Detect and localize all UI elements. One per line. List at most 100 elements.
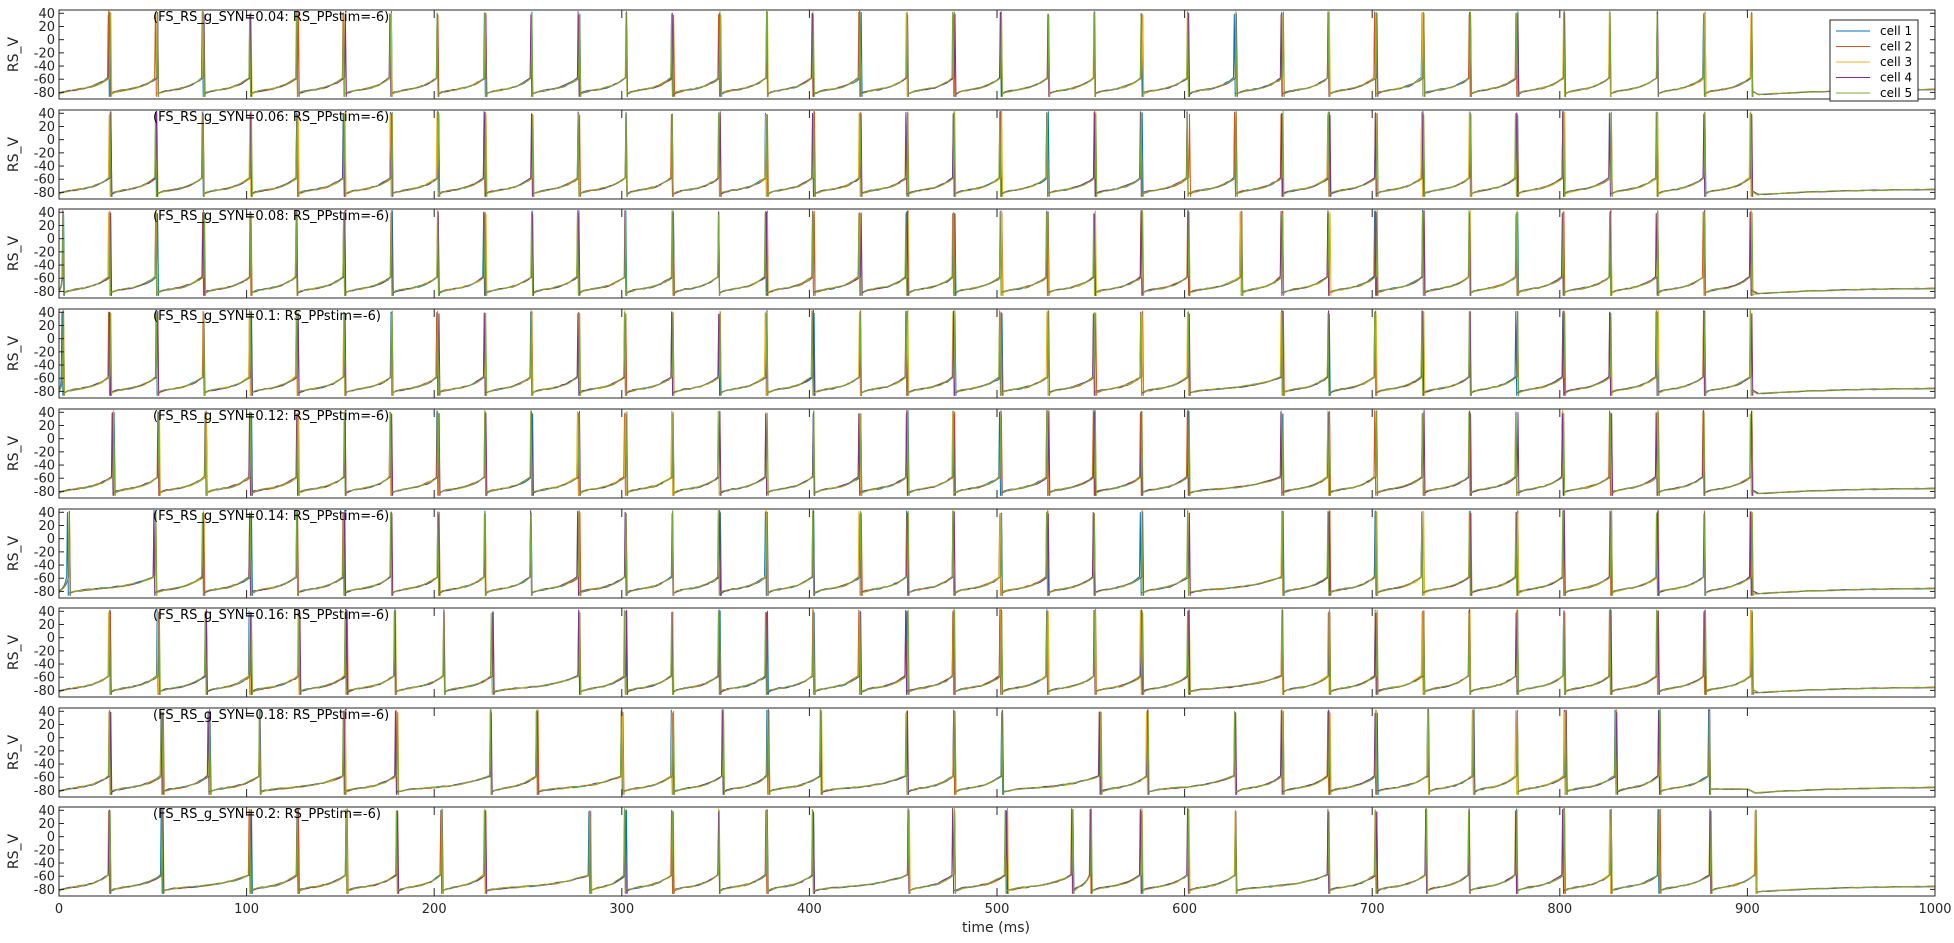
y-tick-label: 20 <box>38 718 55 733</box>
y-axis-label: RS_V <box>6 634 22 670</box>
y-tick-label: 0 <box>47 830 55 845</box>
legend-entry: cell 3 <box>1880 55 1912 69</box>
x-tick-label: 700 <box>1360 902 1385 917</box>
subplot-stack: 40200-20-40-60-80RS_V(FS_RS_g_SYN=0.04: … <box>6 7 1936 898</box>
plot-area <box>59 509 1935 598</box>
x-tick-label: 900 <box>1735 902 1760 917</box>
y-tick-label: -60 <box>34 173 55 188</box>
y-tick-label: 0 <box>47 631 55 646</box>
y-tick-label: -20 <box>34 445 55 460</box>
y-tick-label: 20 <box>38 618 55 633</box>
y-tick-label: -80 <box>34 86 55 101</box>
y-tick-label: -40 <box>34 559 55 574</box>
y-tick-label: -40 <box>34 160 55 175</box>
series-line-cell-5 <box>58 509 1936 596</box>
y-axis-label: RS_V <box>6 833 22 869</box>
y-tick-label: 40 <box>38 7 55 22</box>
y-tick-label: 40 <box>38 206 55 221</box>
legend-box <box>1829 19 1919 102</box>
y-tick-label: -80 <box>34 186 55 201</box>
y-tick-label: -80 <box>34 883 55 898</box>
subplot-title: (FS_RS_g_SYN=0.2: RS_PPstim=-6) <box>153 807 381 822</box>
y-tick-label: -80 <box>34 285 55 300</box>
y-tick-label: -20 <box>34 345 55 360</box>
x-tick-label: 600 <box>1172 902 1197 917</box>
x-tick-label: 800 <box>1547 902 1572 917</box>
y-tick-label: 20 <box>38 817 55 832</box>
y-axis-label: RS_V <box>6 335 22 371</box>
legend-entry: cell 1 <box>1880 24 1912 38</box>
y-tick-label: -60 <box>34 870 55 885</box>
subplot-title: (FS_RS_g_SYN=0.06: RS_PPstim=-6) <box>153 110 389 125</box>
x-tick-label: 300 <box>609 902 634 917</box>
x-tick-label: 500 <box>985 902 1010 917</box>
x-tick-label: 0 <box>55 902 63 917</box>
legend-entry: cell 2 <box>1880 40 1912 54</box>
subplot-title: (FS_RS_g_SYN=0.12: RS_PPstim=-6) <box>153 409 389 424</box>
series-line-cell-5 <box>58 309 1936 396</box>
y-tick-label: 0 <box>47 33 55 48</box>
y-tick-label: -60 <box>34 472 55 487</box>
y-tick-label: -40 <box>34 259 55 274</box>
y-tick-label: -60 <box>34 272 55 287</box>
y-tick-label: -40 <box>34 459 55 474</box>
y-axis-label: RS_V <box>6 235 22 271</box>
x-tick-label: 200 <box>422 902 447 917</box>
legend-entry: cell 4 <box>1880 71 1912 85</box>
y-tick-label: 20 <box>38 519 55 534</box>
y-tick-label: 40 <box>38 107 55 122</box>
y-tick-label: 0 <box>47 432 55 447</box>
plot-area <box>59 209 1935 298</box>
legend-entry: cell 5 <box>1880 86 1912 100</box>
y-tick-label: 0 <box>47 532 55 547</box>
x-tick-label: 1000 <box>1918 902 1951 917</box>
subplot-title: (FS_RS_g_SYN=0.16: RS_PPstim=-6) <box>153 608 389 623</box>
y-tick-label: -80 <box>34 684 55 699</box>
series-line-cell-5 <box>58 807 1936 894</box>
y-tick-label: -20 <box>34 744 55 759</box>
y-tick-label: -20 <box>34 644 55 659</box>
y-axis-label: RS_V <box>6 36 22 72</box>
y-tick-label: -40 <box>34 359 55 374</box>
y-tick-label: -80 <box>34 485 55 500</box>
y-tick-label: -40 <box>34 658 55 673</box>
y-tick-label: -60 <box>34 372 55 387</box>
y-tick-label: 0 <box>47 232 55 247</box>
series-line-cell-5 <box>58 110 1936 197</box>
shared-x-axis: 0 100 200 300 400 500 600 700 800 900 1000 <box>55 902 1952 917</box>
y-tick-label: 40 <box>38 705 55 720</box>
y-tick-label: 40 <box>38 605 55 620</box>
plot-area <box>59 708 1935 797</box>
x-tick-label: 400 <box>797 902 822 917</box>
subplot-title: (FS_RS_g_SYN=0.18: RS_PPstim=-6) <box>153 708 389 723</box>
y-axis-label: RS_V <box>6 734 22 770</box>
y-tick-label: 20 <box>38 319 55 334</box>
y-tick-label: 40 <box>38 306 55 321</box>
plot-area <box>59 409 1935 498</box>
plot-area <box>59 10 1935 99</box>
y-tick-label: -40 <box>34 758 55 773</box>
y-axis-label: RS_V <box>6 136 22 172</box>
y-tick-label: -60 <box>34 73 55 88</box>
y-tick-label: -20 <box>34 545 55 560</box>
series-line-cell-5 <box>58 708 1936 795</box>
y-tick-label: 0 <box>47 731 55 746</box>
y-tick-label: -20 <box>34 245 55 260</box>
series-line-cell-5 <box>58 608 1936 695</box>
y-tick-label: -80 <box>34 585 55 600</box>
y-tick-label: -80 <box>34 784 55 799</box>
x-axis-label: time (ms) <box>962 920 1030 936</box>
y-tick-label: -60 <box>34 771 55 786</box>
y-tick-label: 0 <box>47 133 55 148</box>
series-line-cell-5 <box>58 10 1936 97</box>
x-tick-label: 100 <box>234 902 259 917</box>
subplot-title: (FS_RS_g_SYN=0.04: RS_PPstim=-6) <box>153 10 389 25</box>
y-tick-label: -20 <box>34 46 55 61</box>
